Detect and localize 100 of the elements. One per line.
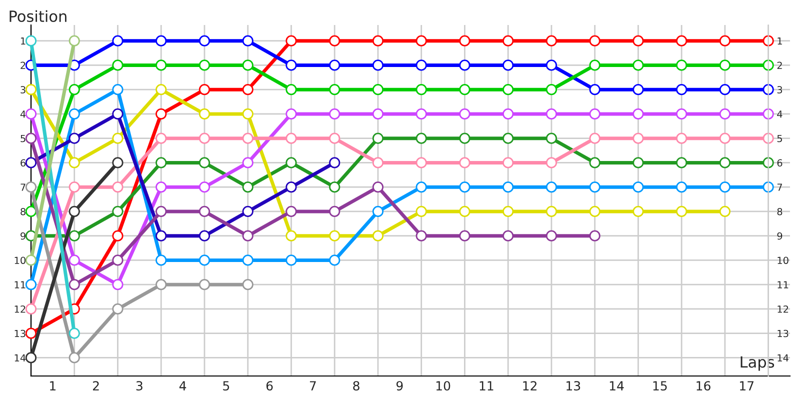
point	[546, 182, 558, 193]
point	[329, 60, 340, 71]
point	[112, 60, 124, 71]
point	[719, 132, 730, 144]
y2-tick-label: 8	[777, 208, 782, 216]
point	[762, 132, 774, 144]
y2-tick-label: 6	[777, 159, 782, 167]
point	[286, 132, 297, 144]
y-tick-label: 2	[20, 62, 26, 69]
point	[286, 206, 297, 218]
y2-tick-label: 3	[777, 86, 782, 94]
y2-tick-label: 2	[777, 62, 782, 69]
point	[286, 254, 297, 266]
point	[372, 206, 384, 218]
point	[68, 206, 80, 218]
point	[416, 108, 427, 120]
point	[502, 60, 514, 71]
point	[68, 108, 80, 120]
y-axis-title: Position	[10, 10, 66, 22]
point	[459, 157, 470, 168]
point	[242, 230, 254, 242]
point	[156, 157, 167, 168]
y2-tick-label: 12	[778, 305, 788, 313]
point	[198, 254, 210, 266]
y-tick-label: 12	[14, 305, 26, 313]
x-tick-label: 3	[136, 381, 142, 391]
point	[589, 35, 600, 46]
point	[719, 157, 730, 168]
x-tick-label: 9	[396, 381, 403, 391]
point	[112, 303, 124, 315]
point	[502, 157, 514, 168]
point	[372, 84, 384, 96]
point	[589, 108, 600, 120]
point	[329, 230, 340, 242]
point	[459, 230, 470, 242]
y-tick-label: 13	[14, 330, 26, 338]
point	[68, 157, 80, 168]
point	[156, 35, 167, 46]
point	[459, 35, 470, 46]
y2-tick-label: 4	[777, 110, 782, 118]
point	[329, 206, 340, 218]
point	[112, 279, 124, 290]
point	[416, 157, 427, 168]
point	[198, 60, 210, 71]
point	[25, 108, 37, 120]
x-tick-label: 10	[436, 381, 450, 391]
point	[156, 132, 167, 144]
point	[242, 132, 254, 144]
point	[632, 108, 644, 120]
point	[632, 84, 644, 96]
y-tick-label: 8	[20, 208, 26, 216]
x-tick-label: 7	[310, 381, 316, 390]
x-tick-label: 1	[50, 381, 56, 390]
x-tick-label: 5	[223, 381, 230, 391]
point	[459, 60, 470, 71]
point	[112, 206, 124, 218]
point	[68, 328, 80, 339]
x-axis-title: Laps	[740, 356, 774, 371]
point	[589, 132, 600, 144]
point	[25, 328, 37, 339]
point	[416, 182, 427, 193]
point	[198, 206, 210, 218]
point	[112, 35, 124, 46]
point	[198, 132, 210, 144]
point	[198, 108, 210, 120]
point	[762, 108, 774, 120]
point	[286, 182, 297, 193]
point	[676, 182, 688, 193]
point	[329, 182, 340, 193]
point	[25, 182, 37, 193]
point	[68, 182, 80, 193]
point	[589, 206, 600, 218]
point	[25, 132, 37, 144]
point	[198, 230, 210, 242]
point	[198, 182, 210, 193]
point	[416, 230, 427, 242]
point	[762, 35, 774, 46]
point	[329, 254, 340, 266]
point	[632, 206, 644, 218]
x-tick-label: 15	[653, 381, 667, 391]
point	[242, 279, 254, 290]
point	[719, 206, 730, 218]
point	[242, 84, 254, 96]
point	[372, 182, 384, 193]
y-tick-label: 7	[20, 184, 26, 191]
y2-tick-label: 5	[777, 134, 782, 142]
point	[372, 108, 384, 120]
point	[459, 108, 470, 120]
point	[329, 132, 340, 144]
point	[719, 108, 730, 120]
y2-tick-label: 11	[778, 281, 788, 288]
point	[112, 182, 124, 193]
point	[242, 157, 254, 168]
x-tick-label: 13	[566, 381, 580, 391]
y-tick-label: 14	[14, 354, 26, 362]
point	[546, 132, 558, 144]
y2-tick-label: 10	[778, 256, 788, 264]
point	[286, 108, 297, 120]
y2-tick-label: 14	[778, 354, 788, 362]
point	[112, 230, 124, 242]
